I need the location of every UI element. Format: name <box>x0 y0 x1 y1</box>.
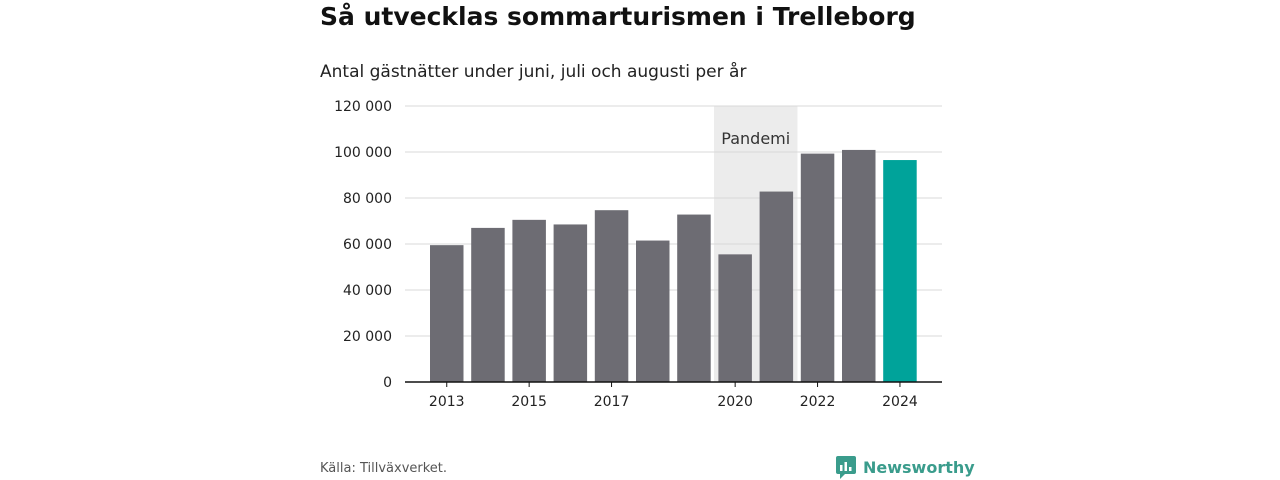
brand-name: Newsworthy <box>863 457 975 477</box>
bar-2015 <box>512 219 546 382</box>
bar-2023 <box>842 149 876 382</box>
bar-2019 <box>677 214 711 382</box>
bar-2017 <box>594 210 629 382</box>
newsworthy-logo-icon <box>836 456 856 479</box>
x-tick-label: 2015 <box>511 394 547 410</box>
x-tick-label: 2013 <box>429 394 465 410</box>
y-tick-label: 0 <box>383 375 392 391</box>
y-tick-label: 100 000 <box>334 145 392 161</box>
source-note: Källa: Tillväxverket. <box>320 461 448 476</box>
x-tick-label: 2022 <box>800 394 836 410</box>
bar-2018 <box>636 240 670 382</box>
chart-title: Så utvecklas sommarturismen i Trelleborg <box>320 2 916 31</box>
x-tick-label: 2020 <box>717 394 753 410</box>
bar-2013 <box>430 245 464 382</box>
y-tick-label: 20 000 <box>343 329 392 345</box>
chart-subtitle: Antal gästnätter under juni, juli och au… <box>320 62 747 82</box>
pandemic-label: Pandemi <box>721 129 790 148</box>
bar-2021 <box>759 191 794 382</box>
y-tick-label: 80 000 <box>343 191 392 207</box>
x-tick-label: 2024 <box>882 394 918 410</box>
bar-2024 <box>883 160 917 382</box>
bar-2016 <box>553 224 588 382</box>
y-tick-label: 40 000 <box>343 283 392 299</box>
bar-2022 <box>800 153 835 382</box>
brand-logo: Newsworthy <box>835 455 975 479</box>
bar-2014 <box>471 227 505 382</box>
y-tick-label: 120 000 <box>334 99 392 115</box>
y-tick-label: 60 000 <box>343 237 392 253</box>
x-tick-label: 2017 <box>594 394 630 410</box>
bar-2020 <box>718 254 752 382</box>
